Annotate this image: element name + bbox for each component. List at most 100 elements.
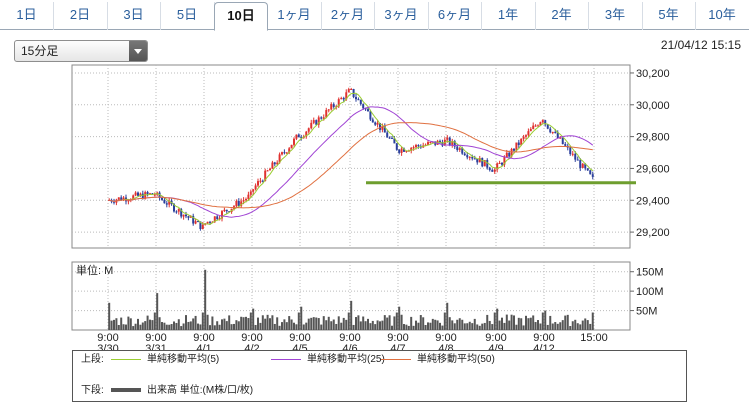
candle-body — [199, 221, 202, 230]
volume-bar — [461, 319, 464, 330]
candle-body — [561, 137, 564, 145]
price-tick-label: 30,000 — [636, 100, 670, 112]
candle-body — [330, 104, 333, 110]
candle-body — [541, 120, 544, 123]
candle-body — [374, 122, 377, 125]
x-time-label: 9:00 — [533, 332, 554, 344]
tab-6[interactable]: 1ヶ月 — [268, 2, 322, 30]
volume-bar — [332, 319, 335, 330]
volume-bar — [388, 315, 391, 330]
volume-bar — [137, 318, 139, 330]
candle-body — [134, 192, 137, 196]
volume-bar — [146, 315, 149, 330]
volume-bar — [228, 315, 231, 330]
candle-body — [391, 137, 393, 139]
legend-volume-label: 出来高 単位:(M株/口/枚) — [147, 385, 254, 396]
volume-bar — [412, 325, 415, 330]
tab-9[interactable]: 6ヶ月 — [428, 2, 482, 30]
candle-body — [218, 218, 221, 220]
candle-body — [337, 99, 340, 107]
candle-body — [342, 97, 345, 100]
volume-bar — [218, 324, 221, 330]
volume-bar — [427, 322, 429, 330]
volume-bar — [252, 308, 255, 330]
volume-bar — [312, 317, 315, 330]
tab-7[interactable]: 2ヶ月 — [321, 2, 375, 30]
candle-body — [551, 131, 554, 133]
candle-body — [451, 141, 454, 145]
volume-bar — [254, 324, 257, 330]
volume-bar — [122, 324, 125, 330]
candle-body — [206, 221, 209, 224]
candle-body — [216, 216, 219, 220]
interval-select[interactable]: 15分足 — [14, 40, 148, 62]
volume-bar — [201, 312, 204, 330]
candle-body — [383, 126, 386, 133]
candle-body — [362, 104, 365, 109]
volume-bar — [400, 314, 403, 330]
candle-body — [369, 111, 372, 120]
volume-bar — [532, 315, 535, 330]
volume-bar — [340, 322, 343, 330]
candle-body — [300, 137, 303, 139]
tab-3[interactable]: 3日 — [107, 2, 161, 30]
volume-bar — [257, 317, 259, 330]
candle-body — [386, 132, 389, 138]
volume-bar — [448, 317, 451, 330]
legend-lower-label: 下段: — [81, 385, 104, 396]
volume-bar — [436, 320, 439, 330]
tab-1[interactable]: 1日 — [0, 2, 54, 30]
candle-body — [113, 201, 115, 203]
tab-5[interactable]: 10日 — [214, 2, 268, 31]
candle-body — [513, 148, 515, 151]
candle-body — [325, 110, 328, 118]
candle-body — [556, 132, 559, 138]
volume-bar — [419, 315, 422, 330]
volume-bar — [113, 319, 115, 330]
volume-bar — [345, 319, 348, 330]
volume-bar — [213, 325, 216, 330]
tab-13[interactable]: 5年 — [642, 2, 696, 30]
candle-body — [285, 152, 288, 154]
volume-bar — [134, 323, 137, 330]
tab-12[interactable]: 3年 — [589, 2, 643, 30]
tab-11[interactable]: 2年 — [535, 2, 589, 30]
tab-2[interactable]: 2日 — [54, 2, 108, 30]
candle-body — [237, 201, 240, 206]
candle-body — [259, 180, 262, 182]
chevron-down-icon[interactable] — [129, 41, 147, 61]
volume-bar — [591, 312, 594, 330]
volume-bar — [441, 325, 444, 330]
tab-8[interactable]: 3ヶ月 — [375, 2, 429, 30]
candle-body — [364, 108, 367, 110]
volume-bar — [471, 323, 474, 330]
tab-10[interactable]: 1年 — [482, 2, 536, 30]
volume-bar — [117, 325, 120, 330]
volume-bar — [281, 322, 283, 330]
candle-body — [579, 160, 582, 168]
volume-bar — [158, 317, 161, 330]
candle-body — [501, 162, 503, 165]
candle-body — [192, 215, 195, 224]
volume-bar — [240, 316, 243, 330]
candle-body — [441, 142, 444, 146]
candle-body — [381, 126, 384, 130]
candle-body — [221, 211, 223, 219]
candle-body — [398, 149, 401, 153]
volume-bar — [584, 318, 587, 330]
candle-body — [322, 117, 325, 119]
volume-bar — [503, 322, 506, 330]
candle-body — [355, 97, 357, 100]
volume-bar — [561, 320, 564, 330]
volume-bar — [127, 316, 130, 330]
volume-bar — [544, 310, 547, 330]
candle-body — [376, 122, 379, 125]
candle-body — [517, 142, 520, 145]
candle-body — [405, 150, 408, 152]
volume-bar — [491, 324, 494, 330]
candle-body — [295, 134, 298, 139]
candle-body — [307, 128, 310, 132]
ma5-line — [109, 92, 594, 225]
volume-bar — [529, 317, 532, 330]
candle-body — [132, 195, 135, 200]
